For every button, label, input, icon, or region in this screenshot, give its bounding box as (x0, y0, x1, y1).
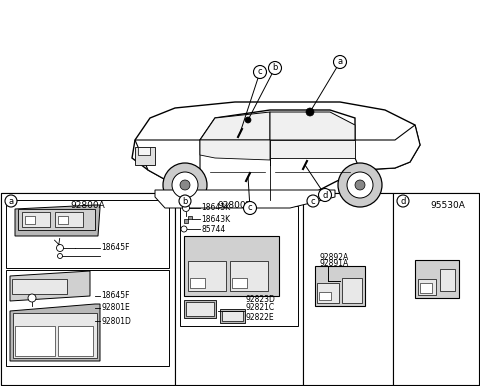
Bar (138, 147, 150, 155)
Bar (220, 309, 245, 323)
Circle shape (355, 180, 365, 190)
Bar (188, 261, 226, 291)
Text: 92822E: 92822E (245, 313, 274, 322)
Circle shape (243, 201, 256, 215)
Bar (135, 147, 155, 165)
Text: 18643K: 18643K (201, 203, 230, 213)
Circle shape (5, 195, 17, 207)
Circle shape (306, 108, 314, 116)
Text: 85744: 85744 (201, 225, 225, 234)
Polygon shape (355, 125, 420, 170)
Bar (186, 302, 214, 316)
Text: c: c (258, 68, 262, 76)
Polygon shape (200, 112, 270, 140)
Bar (319, 292, 331, 300)
Bar (58, 216, 68, 224)
Bar (418, 279, 436, 295)
Bar (6, 200, 169, 268)
Text: 95530A: 95530A (431, 200, 466, 210)
Circle shape (172, 172, 198, 198)
Bar (25, 216, 35, 224)
Polygon shape (15, 205, 100, 236)
Text: b: b (182, 196, 188, 205)
Bar (440, 269, 455, 291)
Circle shape (163, 163, 207, 207)
Bar (342, 278, 362, 303)
Circle shape (182, 205, 190, 212)
Circle shape (57, 244, 63, 252)
Bar (222, 311, 243, 321)
Circle shape (180, 180, 190, 190)
Bar (22, 212, 50, 227)
Circle shape (319, 188, 332, 201)
Text: d: d (322, 191, 328, 200)
Bar (420, 283, 432, 293)
Bar (232, 278, 247, 288)
Bar (317, 283, 339, 303)
Bar (230, 261, 268, 291)
Polygon shape (270, 140, 355, 158)
Polygon shape (200, 140, 270, 160)
Polygon shape (135, 140, 200, 185)
Text: 92800Z: 92800Z (217, 200, 252, 210)
Circle shape (334, 56, 347, 68)
Bar (315, 266, 365, 306)
Text: 18643K: 18643K (201, 215, 230, 223)
Bar (6, 270, 169, 366)
Bar (184, 300, 216, 318)
Circle shape (179, 195, 191, 207)
Circle shape (338, 163, 382, 207)
Circle shape (181, 226, 187, 232)
Text: 92800A: 92800A (71, 200, 106, 210)
Bar (184, 236, 279, 296)
Polygon shape (270, 112, 355, 140)
Bar (393, 193, 479, 385)
Circle shape (58, 254, 62, 259)
Text: c: c (248, 203, 252, 213)
Bar (190, 278, 205, 288)
Bar (180, 206, 298, 326)
Text: a: a (9, 196, 13, 205)
Circle shape (253, 66, 266, 78)
Bar (18, 209, 95, 230)
Text: 92823D: 92823D (245, 296, 275, 305)
Bar (1, 193, 175, 385)
Text: 92801E: 92801E (101, 303, 130, 313)
Text: b: b (272, 64, 278, 73)
Circle shape (347, 172, 373, 198)
Text: a: a (337, 58, 343, 66)
Polygon shape (10, 304, 100, 361)
Bar (15, 326, 55, 356)
Bar (1, 193, 479, 385)
Text: 92892A: 92892A (320, 254, 349, 262)
Text: c: c (311, 196, 315, 205)
Bar (415, 260, 459, 298)
Polygon shape (132, 102, 420, 208)
Text: 18645F: 18645F (101, 244, 130, 252)
Text: d: d (400, 196, 406, 205)
Polygon shape (184, 216, 192, 223)
Text: 92891A: 92891A (320, 259, 349, 269)
Polygon shape (155, 190, 335, 208)
Bar (303, 193, 393, 385)
Text: 18645F: 18645F (101, 291, 130, 300)
Bar (13, 313, 97, 358)
Bar (55, 212, 83, 227)
Text: 92821C: 92821C (245, 303, 274, 312)
Circle shape (268, 61, 281, 74)
Circle shape (28, 294, 36, 302)
Text: 92801D: 92801D (101, 317, 131, 325)
Circle shape (245, 117, 251, 123)
Bar (175, 193, 303, 385)
Polygon shape (10, 271, 90, 301)
Circle shape (397, 195, 409, 207)
Circle shape (307, 195, 319, 207)
Bar (58, 326, 93, 356)
Polygon shape (200, 110, 355, 158)
Bar (12, 279, 67, 294)
